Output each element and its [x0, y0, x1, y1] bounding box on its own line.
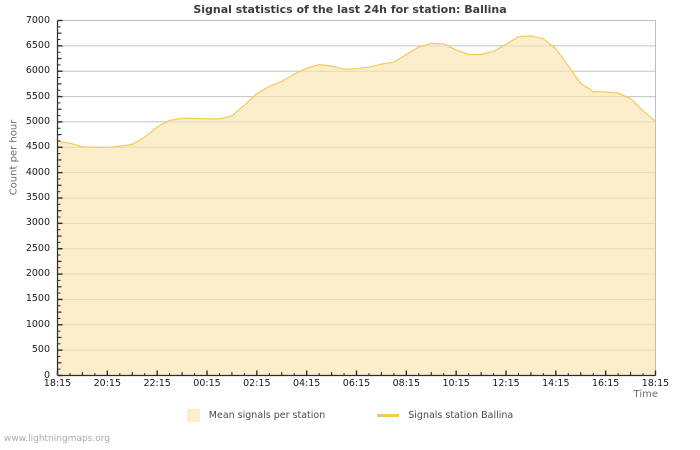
x-tick-label: 16:15 — [591, 378, 620, 389]
y-tick-label: 2000 — [25, 268, 50, 280]
x-tick-label: 06:15 — [342, 378, 371, 389]
y-tick-label: 2500 — [25, 242, 50, 254]
x-tick-label: 18:15 — [641, 378, 670, 389]
y-tick-label: 0 — [43, 369, 50, 381]
x-tick-label: 10:15 — [442, 378, 470, 389]
y-tick-label: 3500 — [25, 192, 50, 203]
legend-line-swatch-icon — [377, 414, 400, 417]
chart-legend: Mean signals per station Signals station … — [0, 409, 700, 422]
legend-label: Signals station Ballina — [408, 410, 514, 421]
x-tick-label: 20:15 — [93, 378, 122, 389]
legend-area-swatch-icon — [186, 409, 200, 422]
x-tick-label: 22:15 — [143, 378, 171, 389]
y-tick-label: 5000 — [25, 115, 50, 127]
footer-credit: www.lightningmaps.org — [4, 434, 110, 444]
y-tick-label: 500 — [31, 344, 50, 356]
chart-title: Signal statistics of the last 24h for st… — [193, 3, 507, 16]
x-tick-label: 12:15 — [492, 378, 520, 389]
x-tick-label: 14:15 — [542, 378, 570, 389]
y-tick-label: 1500 — [25, 293, 50, 305]
y-tick-label: 7000 — [25, 14, 50, 26]
x-tick-label: 04:15 — [292, 378, 321, 389]
y-tick-label: 1000 — [25, 318, 50, 330]
legend-entry[interactable]: Signals station Ballina — [377, 410, 513, 421]
y-tick-label: 5500 — [25, 90, 50, 102]
legend-entry[interactable]: Mean signals per station — [186, 409, 326, 422]
x-tick-label: 08:15 — [392, 378, 421, 389]
x-axis-label: Time — [633, 389, 658, 400]
y-tick-label: 3000 — [25, 217, 50, 229]
x-tick-label: 00:15 — [193, 378, 221, 389]
x-tick-label: 02:15 — [243, 378, 271, 389]
area-series-mean-signals — [57, 35, 656, 376]
y-tick-label: 6000 — [25, 65, 50, 77]
x-tick-label: 18:15 — [43, 378, 72, 389]
y-tick-label: 6500 — [25, 39, 50, 51]
y-tick-label: 4000 — [25, 166, 50, 178]
legend-label: Mean signals per station — [208, 410, 326, 421]
y-tick-label: 4500 — [25, 141, 50, 153]
line-series-station-ballina — [57, 35, 656, 148]
